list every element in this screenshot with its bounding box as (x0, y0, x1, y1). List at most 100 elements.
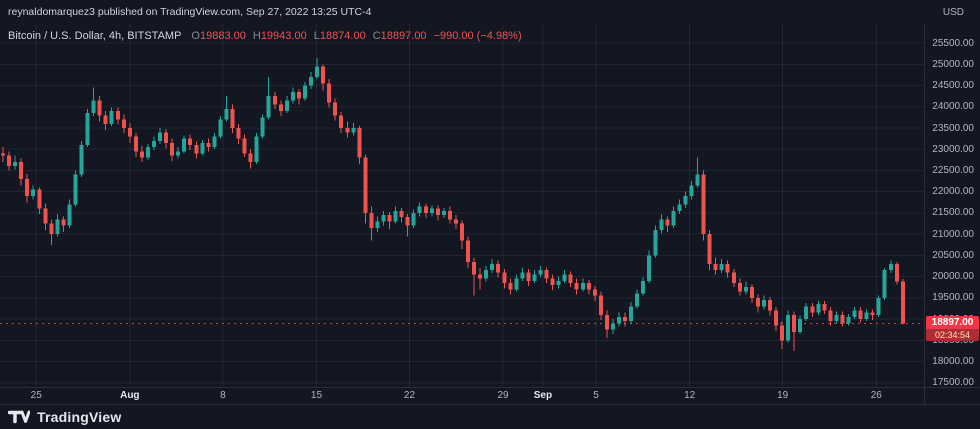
price-axis-label: 21500.00 (932, 207, 974, 219)
candle (695, 174, 700, 186)
candle (701, 174, 706, 235)
candle (25, 178, 30, 196)
candle (858, 310, 863, 320)
tradingview-logo[interactable]: TradingView (8, 409, 121, 425)
candle (290, 91, 295, 101)
candle (629, 306, 634, 322)
candle (302, 85, 307, 99)
candle (538, 270, 543, 275)
price-axis-label: 20500.00 (932, 249, 974, 261)
axis-corner (924, 388, 980, 404)
candlestick-plot[interactable] (0, 24, 924, 387)
candle (31, 189, 36, 196)
candle (79, 145, 84, 175)
candle (635, 293, 640, 307)
candle (689, 185, 694, 196)
candle (852, 310, 857, 317)
candle (315, 66, 320, 78)
candle (327, 83, 332, 103)
candle (755, 297, 760, 307)
price-axis-label: 23000.00 (932, 143, 974, 155)
candle (659, 219, 664, 230)
candle (447, 210, 452, 220)
candle (133, 136, 138, 152)
candle (369, 212, 374, 228)
candle (260, 117, 265, 137)
candle (381, 215, 386, 222)
candle (544, 270, 549, 279)
candle (85, 113, 90, 145)
candle (478, 274, 483, 279)
candle (719, 263, 724, 271)
candle (683, 195, 688, 205)
candle (170, 142, 175, 156)
price-axis[interactable]: 18897.00 02:34:54 25500.00 25000.00 24500.… (924, 24, 980, 389)
time-axis-label: 22 (403, 390, 416, 401)
candle (254, 136, 259, 162)
candle (152, 140, 156, 148)
candle (810, 306, 815, 313)
candle (13, 161, 18, 167)
candle (435, 208, 440, 216)
candle (737, 282, 742, 292)
candle (453, 219, 458, 224)
high-value: 19943.00 (260, 30, 307, 42)
candle (864, 312, 869, 320)
chart-plot[interactable]: Bitcoin / U.S. Dollar, 4h, BITSTAMP O1988… (0, 24, 924, 387)
price-axis-label: 17500.00 (932, 377, 974, 389)
candle (61, 219, 66, 226)
candle (768, 299, 772, 311)
candle (411, 212, 416, 226)
tradingview-logo-text: TradingView (37, 409, 122, 425)
time-axis-label: 19 (777, 390, 789, 401)
candle (423, 206, 428, 213)
candle (176, 151, 181, 156)
candle (876, 297, 881, 315)
price-axis-label: 23500.00 (932, 122, 974, 134)
price-axis-label: 18000.00 (932, 356, 974, 368)
candle (266, 96, 271, 118)
candle (441, 210, 446, 216)
candle (67, 204, 72, 226)
candle (574, 282, 579, 290)
candle (816, 304, 821, 313)
candle (798, 319, 803, 332)
candle (109, 111, 114, 124)
candle (466, 240, 471, 262)
candle (182, 138, 187, 152)
candle (321, 66, 326, 84)
candle (592, 289, 597, 296)
candle (200, 142, 205, 154)
price-axis-label: 21000.00 (932, 228, 974, 240)
candle (399, 210, 404, 218)
candle (7, 155, 12, 167)
price-axis-label: 19500.00 (932, 292, 974, 304)
candle (188, 138, 193, 145)
bar-countdown: 02:34:54 (926, 329, 979, 342)
time-axis-label: 29 (497, 390, 509, 401)
time-axis-label: 25 (30, 390, 42, 401)
symbol-title[interactable]: Bitcoin / U.S. Dollar, 4h, BITSTAMP (8, 30, 182, 42)
candle (230, 108, 235, 129)
candle (653, 229, 658, 256)
candle (248, 153, 253, 162)
candle (598, 295, 603, 315)
time-axis-label: 12 (684, 390, 696, 401)
candle (725, 263, 730, 273)
price-axis-label: 20000.00 (932, 271, 974, 283)
candle (284, 100, 289, 112)
candle (617, 316, 622, 324)
candle (556, 280, 561, 286)
candle (236, 128, 241, 139)
candle (671, 210, 676, 226)
candle (351, 128, 356, 133)
candle (870, 312, 875, 315)
candle (375, 221, 380, 228)
candle (218, 119, 223, 137)
candle (363, 157, 368, 213)
candle (43, 208, 48, 224)
time-axis[interactable]: 25 Aug 8 15 22 29 Sep 5 12 19 26 (0, 388, 924, 404)
price-axis-label: 25000.00 (932, 58, 974, 70)
candle (604, 314, 609, 330)
candle (272, 96, 277, 105)
